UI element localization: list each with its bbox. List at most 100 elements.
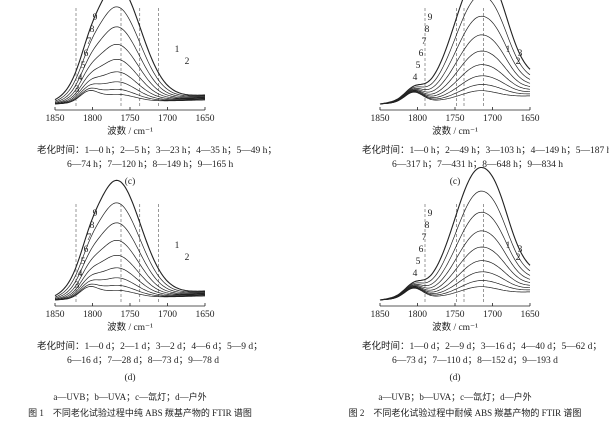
curve-label: 8 — [425, 25, 430, 35]
spectrum-curve — [54, 90, 205, 105]
spectrum-curve — [379, 0, 531, 105]
curve-label: 3 — [518, 49, 523, 59]
spectrum-curve — [54, 26, 205, 103]
spectrum-curve — [54, 286, 205, 301]
curve-label: 2 — [185, 57, 190, 67]
curve-label: 4 — [78, 73, 83, 83]
curve-label: 9 — [428, 13, 433, 23]
spectrum-curve — [54, 254, 206, 300]
spectrum-curve — [55, 283, 205, 301]
curve-label: 5 — [81, 61, 86, 71]
x-tick-label: 1650 — [521, 310, 540, 320]
spectrum-curve — [54, 71, 206, 105]
curve-label: 2 — [185, 253, 190, 263]
panel-label: (d) — [449, 372, 460, 383]
spectrum-curve — [54, 0, 205, 101]
x-tick-label: 1650 — [196, 114, 215, 124]
legend-line: 6—73 d；7—110 d；8—152 d；9—193 d — [392, 356, 558, 366]
x-tick-label: 1700 — [483, 310, 502, 320]
curve-label: 8 — [90, 25, 95, 35]
curve-label: 6 — [419, 245, 424, 255]
spectrum-curve — [379, 211, 531, 301]
x-axis-label: 波数 / cm⁻¹ — [432, 321, 478, 333]
legend-line: 6—317 h；7—431 h；8—648 h；9—834 h — [392, 160, 563, 170]
x-tick-label: 1750 — [446, 114, 465, 124]
curve-label: 5 — [416, 257, 421, 267]
curve-label: 4 — [413, 73, 418, 83]
x-tick-label: 1800 — [408, 310, 427, 320]
spectrum-curve — [379, 230, 531, 301]
x-axis-label: 波数 / cm⁻¹ — [107, 125, 153, 137]
spectrum-curve — [54, 239, 206, 300]
x-tick-label: 1850 — [371, 114, 390, 124]
curve-label: 3 — [518, 245, 523, 255]
spectrum-curve — [54, 179, 205, 297]
curve-label: 5 — [416, 61, 421, 71]
curve-label: 8 — [90, 221, 95, 231]
x-axis-label: 波数 / cm⁻¹ — [432, 125, 478, 137]
spectrum-curve — [379, 166, 531, 301]
figure-caption: 图 1 不同老化试验过程中纯 ABS 羰基产物的 FTIR 谱图 — [28, 407, 252, 418]
x-tick-label: 1850 — [46, 114, 65, 124]
curve-label: 4 — [78, 269, 83, 279]
spectrum-curve — [54, 58, 206, 104]
legend-line: 老化时间：1—0 d；2—1 d；3—2 d；4—6 d；5—9 d； — [37, 340, 263, 352]
legend-line: 老化时间：1—0 h；2—49 h；3—103 h；4—149 h；5—187 … — [362, 144, 609, 156]
curve-label: 8 — [425, 221, 430, 231]
x-tick-label: 1800 — [408, 114, 427, 124]
curve-label: 9 — [428, 209, 433, 219]
x-tick-label: 1750 — [121, 310, 140, 320]
figure-key: a—UVB；b—UVA；c—氙灯；d—户外 — [378, 391, 531, 402]
figure-caption: 图 2 不同老化试验过程中耐候 ABS 羰基产物的 FTIR 谱图 — [349, 407, 582, 418]
curve-label: 3 — [75, 281, 80, 291]
curve-label: 4 — [413, 269, 418, 279]
spectrum-curve — [54, 222, 205, 299]
curve-label: 6 — [84, 245, 89, 255]
curve-label: 6 — [419, 49, 424, 59]
spectrum-curve — [379, 271, 530, 301]
spectrum-curve — [55, 87, 205, 105]
curve-label: 5 — [81, 257, 86, 267]
curve-label: 7 — [422, 37, 427, 47]
spectrum-curve — [54, 202, 206, 298]
curve-label: 1 — [175, 241, 180, 251]
curve-label: 7 — [87, 37, 92, 47]
spectrum-curve — [379, 280, 530, 301]
panel-label: (d) — [124, 372, 135, 383]
spectrum-curve — [379, 15, 531, 105]
x-tick-label: 1700 — [483, 114, 502, 124]
legend-line: 老化时间：1—0 h；2—5 h；3—23 h；4—35 h；5—49 h； — [37, 144, 277, 156]
legend-line: 老化时间：1—0 d；2—9 d；3—16 d；4—40 d；5—62 d； — [362, 340, 602, 352]
spectrum-curve — [54, 43, 206, 104]
spectrum-curve — [379, 84, 530, 105]
x-tick-label: 1800 — [83, 114, 102, 124]
curve-label: 3 — [75, 85, 80, 95]
x-tick-label: 1650 — [196, 310, 215, 320]
curve-label: 2 — [516, 57, 521, 67]
curve-label: 6 — [84, 49, 89, 59]
x-tick-label: 1750 — [446, 310, 465, 320]
spectrum-curve — [379, 34, 531, 105]
x-tick-label: 1850 — [371, 310, 390, 320]
legend-line: 6—74 h；7—120 h；8—149 h；9—165 h — [67, 160, 234, 170]
spectrum-curve — [54, 81, 206, 105]
curve-label: 9 — [93, 209, 98, 219]
curve-label: 1 — [506, 241, 511, 251]
legend-line: 6—16 d；7—28 d；8—73 d；9—78 d — [67, 356, 219, 366]
spectrum-curve — [54, 267, 206, 301]
figure-key: a—UVB；b—UVA；c—氙灯；d—户外 — [53, 391, 206, 402]
panel-label: (c) — [450, 176, 461, 187]
x-axis-label: 波数 / cm⁻¹ — [107, 321, 153, 333]
x-tick-label: 1750 — [121, 114, 140, 124]
curve-label: 1 — [506, 45, 511, 55]
x-tick-label: 1700 — [158, 310, 177, 320]
x-tick-label: 1700 — [158, 114, 177, 124]
spectrum-curve — [54, 6, 206, 102]
x-tick-label: 1800 — [83, 310, 102, 320]
curve-label: 9 — [93, 13, 98, 23]
curve-label: 1 — [175, 45, 180, 55]
spectrum-curve — [379, 75, 530, 105]
curve-label: 7 — [422, 233, 427, 243]
curve-label: 2 — [516, 253, 521, 263]
curve-label: 7 — [87, 233, 92, 243]
